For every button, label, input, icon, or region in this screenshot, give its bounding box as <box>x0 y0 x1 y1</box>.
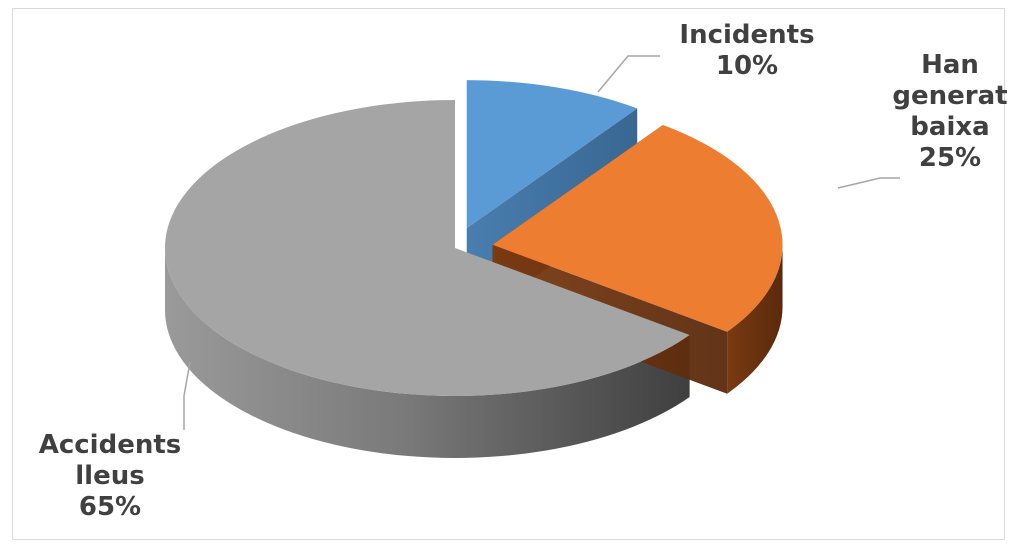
data-label-accidents-line-2: lleus <box>20 461 200 492</box>
data-label-baixa-percent: 25% <box>880 143 1011 174</box>
leader-line-han-generat-baixa <box>838 178 900 188</box>
data-label-baixa-line-1: Han <box>880 50 1011 81</box>
data-label-incidents-name: Incidents <box>662 20 832 51</box>
data-label-baixa-line-2: generat <box>880 81 1011 112</box>
leader-line-accidents-lleus <box>184 362 190 430</box>
data-label-accidents-lleus: Accidents lleus 65% <box>20 430 200 523</box>
data-label-baixa-line-3: baixa <box>880 112 1011 143</box>
data-label-incidents-percent: 10% <box>662 51 832 82</box>
data-label-accidents-percent: 65% <box>20 492 200 523</box>
data-label-han-generat-baixa: Han generat baixa 25% <box>880 50 1011 174</box>
leader-line-incidents <box>598 56 660 92</box>
data-label-incidents: Incidents 10% <box>662 20 832 82</box>
data-label-accidents-line-1: Accidents <box>20 430 200 461</box>
